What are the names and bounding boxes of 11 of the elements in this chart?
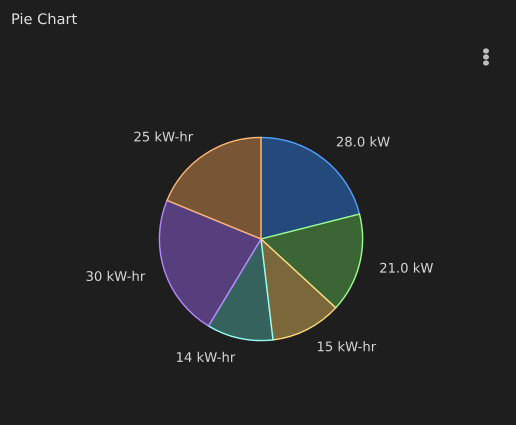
- data-label: 15 kW-hr: [318, 341, 376, 352]
- pie-slice: [208, 238, 274, 342]
- data-label: 21.0 kW: [380, 262, 434, 273]
- data-label: 25 kW-hr: [134, 131, 194, 142]
- pie-slice: [158, 200, 262, 327]
- pie-slice: [260, 213, 364, 309]
- data-label: 28.0 kW: [336, 136, 390, 147]
- data-label: 14 kW-hr: [177, 352, 236, 362]
- data-label: 30 kW-hr: [86, 270, 146, 282]
- pie-slice: [260, 238, 336, 341]
- chart-title: Pie Chart: [12, 12, 77, 24]
